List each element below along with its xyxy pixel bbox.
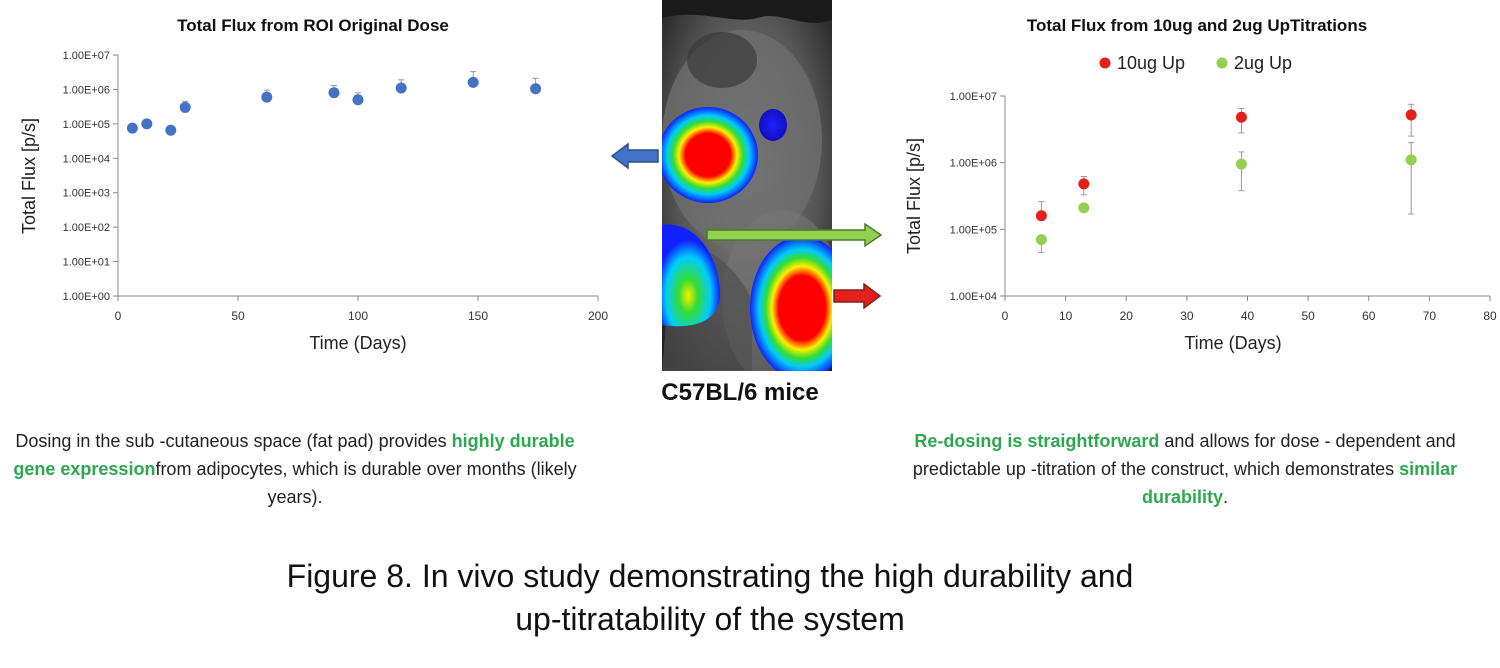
y-tick-label: 1.00E+03 [63,188,110,200]
y-tick-label: 1.00E+07 [63,50,110,62]
chart1-x-ticks: 0 50 100 150 200 [115,296,608,323]
x-tick-label: 40 [1241,309,1255,323]
y-tick-label: 1.00E+06 [63,84,110,96]
legend-marker [1216,57,1228,69]
red-arrow-icon [833,283,882,309]
figure-caption-line-1: Figure 8. In vivo study demonstrating th… [286,558,1134,594]
data-point [1078,178,1090,190]
x-tick-label: 70 [1423,309,1437,323]
y-tick-label: 1.00E+01 [63,257,110,269]
left-caption: Dosing in the sub -cutaneous space (fat … [10,427,580,511]
chart2-x-ticks: 0 10 20 30 40 50 60 70 80 [1002,296,1497,323]
data-point [1235,111,1247,123]
data-point [395,82,407,94]
data-point [179,101,191,113]
right-caption-text-2: . [1223,487,1229,507]
x-tick-label: 80 [1483,309,1497,323]
y-tick-label: 1.00E+05 [950,224,997,236]
mouse-image-svg [658,0,854,390]
data-point [467,76,479,88]
right-caption: Re-dosing is straightforward and allows … [905,427,1465,511]
left-arrow-icon [610,142,659,170]
x-tick-label: 30 [1180,309,1194,323]
data-point [1035,210,1047,222]
y-tick-label: 1.00E+05 [63,119,110,131]
chart2-y-ticks: 1.00E+04 1.00E+05 1.00E+06 1.00E+07 [950,91,1005,303]
green-arrow-icon [706,222,883,248]
x-tick-label: 10 [1059,309,1073,323]
x-tick-label: 150 [468,309,488,323]
data-point [141,118,153,130]
data-point [261,91,273,103]
right-caption-highlight-2: similar durability [1141,459,1458,507]
data-point [1405,109,1417,121]
right-caption-text-1: and allows for dose - dependent and pred… [912,431,1456,479]
x-tick-label: 200 [588,309,608,323]
right-caption-highlight-1: Re-dosing is straightforward [914,431,1160,451]
chart2-legend: 10ug Up 2ug Up [1099,53,1292,73]
figure-caption: Figure 8. In vivo study demonstrating th… [150,555,1270,641]
legend-label: 10ug Up [1117,53,1185,73]
original-dose-chart: Total Flux from ROI Original Dose 1.00E+… [19,16,608,353]
data-point [1405,154,1417,166]
x-tick-label: 0 [115,309,122,323]
chart1-x-label: Time (Days) [309,333,406,353]
data-point [530,83,542,95]
chart2-title: Total Flux from 10ug and 2ug UpTitration… [1027,16,1367,35]
uptitration-chart: Total Flux from 10ug and 2ug UpTitration… [904,16,1497,353]
legend-marker [1099,57,1111,69]
data-point [1035,234,1047,246]
y-tick-label: 1.00E+02 [63,222,110,234]
legend-label: 2ug Up [1234,53,1292,73]
chart2-y-label: Total Flux [p/s] [904,138,924,254]
chart2-plot-area [1035,103,1417,253]
x-tick-label: 60 [1362,309,1376,323]
x-tick-label: 0 [1002,309,1009,323]
figure-caption-line-2: up-titratability of the system [515,601,905,637]
chart1-y-ticks: 1.00E+00 1.00E+01 1.00E+02 1.00E+03 1.00E+04… [63,50,118,303]
left-caption-highlight: highly durable gene expression [13,431,575,479]
mouse-strain-label: C57BL/6 mice [661,379,819,406]
chart1-title: Total Flux from ROI Original Dose [177,16,449,35]
y-tick-label: 1.00E+04 [950,291,997,303]
data-point [126,122,138,134]
y-tick-label: 1.00E+00 [63,291,110,303]
left-caption-text-2: from adipocytes, which is durable over m… [155,459,577,507]
left-caption-text-1: Dosing in the sub -cutaneous space (fat … [15,431,452,451]
x-tick-label: 50 [1301,309,1315,323]
chart2-x-label: Time (Days) [1184,333,1281,353]
x-tick-label: 20 [1120,309,1134,323]
mouse-bioluminescence-image [658,0,854,390]
y-tick-label: 1.00E+04 [63,153,110,165]
data-point [165,124,177,136]
data-point [352,94,364,106]
data-point [328,87,340,99]
data-point [1235,158,1247,170]
chart1-y-label: Total Flux [p/s] [19,118,39,234]
data-point [1078,202,1090,214]
y-tick-label: 1.00E+07 [950,91,997,103]
chart1-plot-area [126,71,542,136]
y-tick-label: 1.00E+06 [950,158,997,170]
x-tick-label: 50 [231,309,245,323]
x-tick-label: 100 [348,309,368,323]
